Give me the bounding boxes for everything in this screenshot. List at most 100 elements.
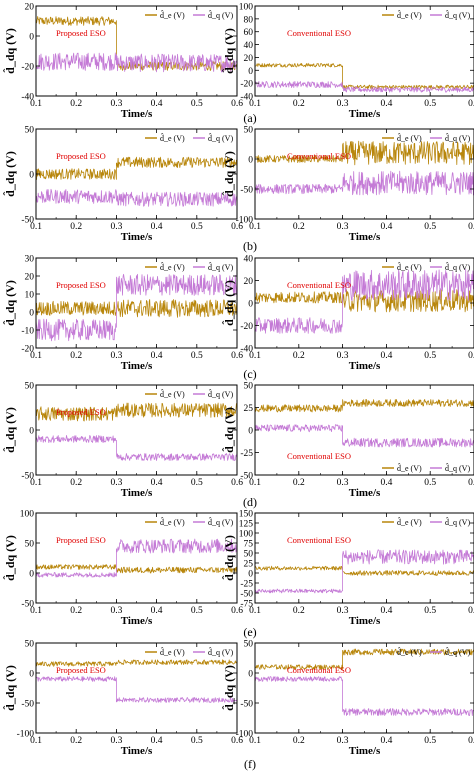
- y-axis-label: d̂_dq (V): [3, 151, 17, 197]
- legend: d̂_e (V) d̂_q (V): [382, 261, 470, 272]
- series-group: [36, 156, 237, 207]
- x-axis-label: Time/s: [121, 745, 153, 757]
- y-tick-label: 25: [244, 560, 254, 570]
- series-group: [36, 538, 237, 578]
- chart-panel: 0.10.20.30.40.50.6-50-2502550Conventiona…: [222, 382, 474, 499]
- x-tick-label: 0.4: [151, 736, 163, 746]
- y-tick-label: 0: [29, 670, 34, 680]
- chart-panel: 0.10.20.30.40.50.6-40-2002040Conventiona…: [222, 255, 474, 372]
- x-tick-label: 0.1: [30, 351, 42, 361]
- x-axis-label: Time/s: [349, 487, 381, 499]
- x-tick-label: 0.5: [191, 736, 203, 746]
- y-tick-label: 100: [239, 530, 254, 540]
- x-tick-label: 0.6: [468, 351, 474, 361]
- legend: d̂_e (V) d̂_q (V): [382, 646, 470, 657]
- y-tick-label: -10: [21, 327, 34, 337]
- y-tick-label: 30: [25, 255, 35, 265]
- x-tick-label: 0.2: [293, 222, 305, 232]
- y-axis-label: d̂_dq (V): [222, 665, 236, 711]
- legend: d̂_e (V) d̂_q (V): [145, 261, 233, 272]
- series-line-dq: [255, 81, 474, 93]
- chart-panel: 0.10.20.30.40.50.6-75-50-250255075100125…: [222, 510, 474, 627]
- y-tick-label: 10: [25, 291, 35, 301]
- x-tick-label: 0.1: [249, 736, 261, 746]
- x-tick-label: 0.5: [424, 606, 436, 616]
- series-group: [36, 16, 237, 73]
- series-line-dq: [36, 52, 237, 73]
- x-tick-label: 0.1: [249, 351, 261, 361]
- plot-frame: [35, 5, 238, 97]
- y-tick-label: -20: [240, 80, 253, 90]
- plot-frame: [35, 512, 238, 604]
- legend: d̂_e (V) d̂_q (V): [382, 516, 470, 527]
- x-tick-label: 0.2: [293, 606, 305, 616]
- y-axis-label: d̂_dq (V): [222, 280, 236, 326]
- series-line-dq: [36, 676, 237, 703]
- series-group: [255, 62, 474, 93]
- plot-frame: [254, 128, 474, 220]
- annotation-label: Proposed ESO: [56, 665, 106, 675]
- legend-label-de: d̂_e (V): [160, 388, 185, 399]
- x-tick-label: 0.6: [468, 736, 474, 746]
- x-tick-label: 0.3: [337, 351, 349, 361]
- row-caption: (c): [243, 367, 256, 381]
- annotation-label: Conventional ESO: [287, 151, 351, 161]
- series-group: [255, 399, 474, 448]
- x-tick-label: 0.6: [468, 478, 474, 488]
- legend: d̂_e (V) d̂_q (V): [145, 516, 233, 527]
- chart-panel: 0.10.20.30.40.50.6-40-20020406080100Conv…: [222, 3, 474, 120]
- row-caption: (a): [243, 111, 256, 125]
- y-tick-label: -40: [240, 345, 253, 355]
- y-tick-label: -50: [240, 700, 253, 710]
- x-axis-label: Time/s: [349, 615, 381, 627]
- series-line-dq: [36, 188, 237, 207]
- legend-label-dq: d̂_q (V): [208, 388, 233, 399]
- y-axis-label: d̂_dq (V): [222, 535, 236, 581]
- legend: d̂_e (V) d̂_q (V): [382, 9, 470, 20]
- y-tick-label: -50: [240, 186, 253, 196]
- series-line-de: [36, 564, 237, 574]
- x-axis-label: Time/s: [121, 231, 153, 243]
- y-tick-label: -40: [240, 93, 253, 103]
- x-tick-label: 0.5: [191, 478, 203, 488]
- y-tick-label: 0: [248, 156, 253, 166]
- series-group: [255, 268, 474, 334]
- series-group: [255, 140, 474, 196]
- x-tick-label: 0.6: [231, 99, 243, 109]
- y-tick-label: 60: [244, 28, 254, 38]
- legend-label-dq: d̂_q (V): [445, 516, 470, 527]
- x-tick-label: 0.2: [293, 351, 305, 361]
- x-tick-label: 0.1: [249, 99, 261, 109]
- series-line-de: [36, 402, 237, 422]
- plot-frame: [35, 642, 238, 734]
- x-axis-label: Time/s: [121, 615, 153, 627]
- y-tick-label: -50: [240, 590, 253, 600]
- y-tick-label: -50: [21, 600, 34, 610]
- chart-panel: 0.1 0.2 0.3 0.4 0.5 0.6 -40 -20 0 20 Proposed ESO d…: [3, 3, 244, 121]
- annotation-label: Conventional ESO: [287, 280, 351, 290]
- chart-panel: 0.1 0.2 0.3 0.4 0.5 0.6 -100 -50 0 50 Proposed ESO…: [3, 640, 244, 758]
- series-line-de: [255, 62, 474, 90]
- plot-frame: [254, 642, 474, 734]
- series-group: [36, 273, 237, 342]
- annotation-label: Conventional ESO: [287, 28, 351, 38]
- legend-label-de: d̂_e (V): [397, 516, 422, 527]
- y-tick-label: 0: [29, 33, 34, 43]
- y-tick-label: -50: [240, 472, 253, 482]
- x-tick-label: 0.3: [337, 736, 349, 746]
- legend: d̂_e (V) d̂_q (V): [145, 388, 233, 399]
- y-tick-label: 50: [25, 126, 35, 136]
- y-tick-label: 0: [248, 300, 253, 310]
- y-tick-label: 0: [248, 427, 253, 437]
- x-tick-label: 0.5: [191, 606, 203, 616]
- y-axis-label: d̂_dq (V): [222, 407, 236, 453]
- series-line-dq: [36, 273, 237, 342]
- x-tick-label: 0.5: [424, 478, 436, 488]
- annotation-label: Proposed ESO: [56, 535, 106, 545]
- legend-label-de: d̂_e (V): [397, 261, 422, 272]
- y-tick-label: 50: [244, 550, 254, 560]
- y-axis-label: d̂_dq (V): [3, 665, 17, 711]
- series-group: [36, 402, 237, 461]
